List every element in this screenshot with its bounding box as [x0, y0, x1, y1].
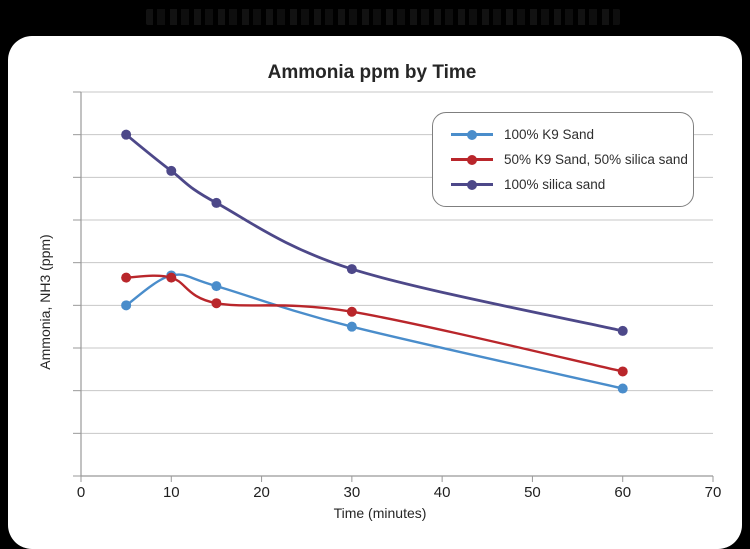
series-50-k9-sand-50-silica-sand: [121, 272, 628, 377]
series-100-silica-sand: [121, 129, 628, 336]
x-tick-label: 10: [163, 484, 180, 501]
x-tick-label: 50: [524, 484, 541, 501]
legend-line-marker-icon: [451, 154, 493, 165]
legend-line-marker-icon: [451, 129, 493, 140]
series-line: [124, 274, 624, 373]
legend-item: 100% silica sand: [451, 175, 693, 195]
legend-item: 50% K9 Sand, 50% silica sand: [451, 150, 693, 170]
data-point-marker: [211, 281, 222, 292]
data-point-marker: [166, 272, 177, 283]
series-line: [124, 273, 624, 390]
y-axis-title: Ammonia, NH3 (ppm): [37, 234, 53, 369]
data-point-marker: [211, 298, 222, 309]
data-point-marker: [346, 306, 357, 317]
chart-title: Ammonia ppm by Time: [268, 62, 477, 83]
illegible-caption-text: [146, 9, 620, 25]
series-100-k9-sand: [121, 270, 628, 394]
legend-label: 50% K9 Sand, 50% silica sand: [504, 152, 688, 167]
x-tick-label: 60: [614, 484, 631, 501]
x-tick-label: 20: [253, 484, 270, 501]
legend: 100% K9 Sand 50% K9 Sand, 50% silica san…: [432, 112, 694, 207]
x-axis-title: Time (minutes): [334, 505, 427, 521]
x-tick-label: 40: [434, 484, 451, 501]
data-series: [121, 129, 628, 394]
data-point-marker: [121, 129, 132, 140]
x-tick-label: 0: [77, 484, 85, 501]
data-point-marker: [166, 165, 177, 176]
data-point-marker: [617, 325, 628, 336]
data-point-marker: [346, 321, 357, 332]
data-point-marker: [121, 272, 132, 283]
data-point-marker: [346, 264, 357, 275]
legend-label: 100% K9 Sand: [504, 127, 595, 142]
legend-label: 100% silica sand: [504, 177, 606, 192]
top-banner: [0, 0, 750, 36]
data-point-marker: [617, 366, 628, 377]
data-point-marker: [617, 383, 628, 394]
legend-line-marker-icon: [451, 179, 493, 190]
x-tick-label: 70: [705, 484, 722, 501]
axes: 0 10 20 30 40 50 60 70: [73, 91, 722, 501]
gridlines: [81, 91, 713, 434]
x-tick-label: 30: [344, 484, 361, 501]
legend-item: 100% K9 Sand: [451, 125, 693, 145]
data-point-marker: [121, 300, 132, 311]
data-point-marker: [211, 197, 222, 208]
